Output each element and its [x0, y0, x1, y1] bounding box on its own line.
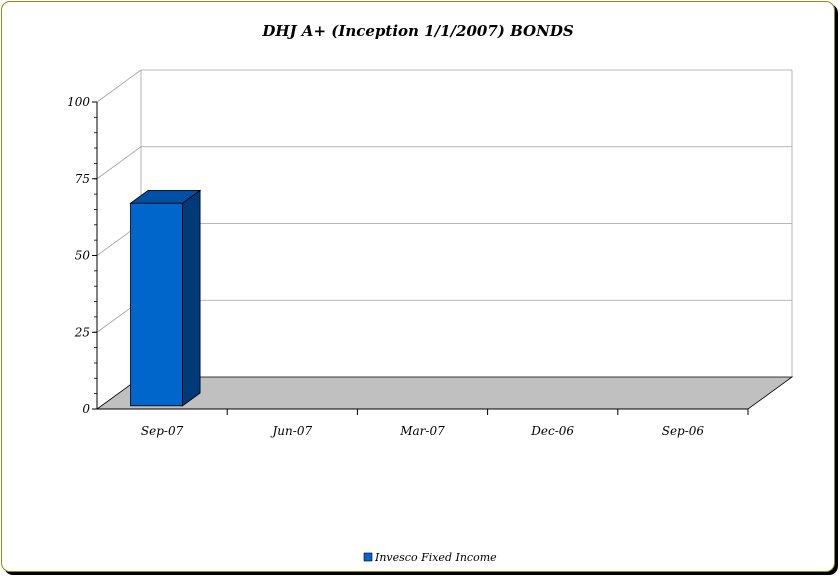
x-tick-label: Sep-07: [141, 424, 184, 438]
y-tick-label: 100: [67, 95, 90, 109]
x-tick-label: Mar-07: [399, 424, 445, 438]
y-tick-label: 50: [75, 249, 91, 263]
x-tick-label: Sep-06: [662, 424, 705, 438]
y-tick-label: 75: [75, 172, 90, 186]
legend: Invesco Fixed Income: [363, 551, 497, 564]
bar-front: [130, 202, 183, 407]
gridline-depth: [96, 69, 142, 103]
bar-top: [129, 189, 202, 204]
chart-floor: [95, 376, 794, 410]
chart-title: DHJ A+ (Inception 1/1/2007) BONDS: [261, 22, 574, 40]
legend-label: Invesco Fixed Income: [374, 551, 497, 564]
y-tick-label: 0: [82, 402, 90, 416]
x-tick-label: Dec-06: [530, 424, 574, 438]
gridline-depth: [96, 146, 142, 180]
bar-side: [182, 189, 201, 407]
x-tick-label: Jun-07: [270, 424, 313, 438]
legend-swatch: [363, 552, 373, 562]
y-tick-label: 25: [74, 325, 90, 339]
